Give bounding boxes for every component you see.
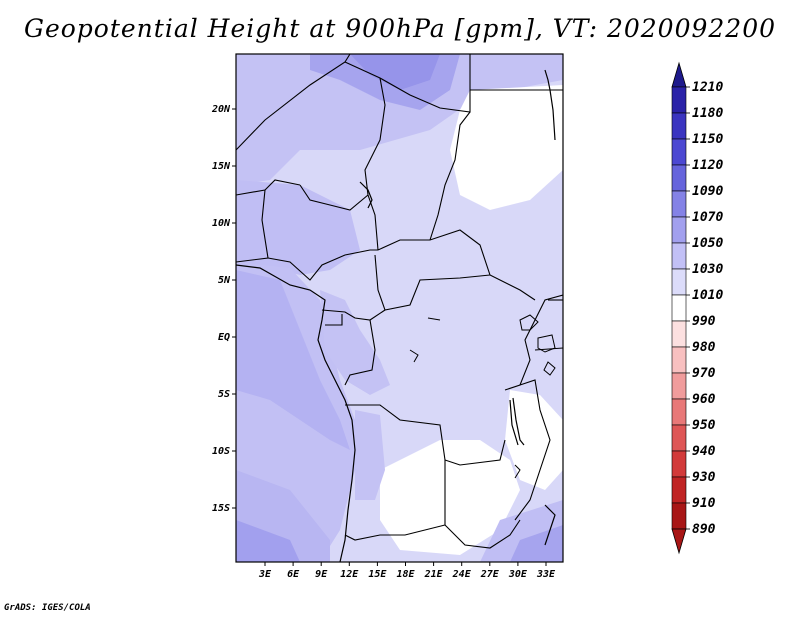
legend-label: 980 [692, 340, 716, 355]
legend-swatch [671, 164, 687, 192]
legend-label: 960 [692, 392, 716, 407]
shade-1010-inner [435, 470, 500, 530]
lat-tick-label: 20N [211, 104, 231, 115]
legend-swatch [671, 86, 687, 114]
legend-label: 1050 [692, 236, 723, 251]
legend-label: 910 [692, 496, 716, 511]
lat-tick-label: 5N [218, 275, 231, 286]
lon-tick-label: 3E [258, 569, 272, 580]
lon-tick-label: 6E [287, 569, 300, 580]
lon-tick-label: 30E [508, 569, 528, 580]
legend-swatch [671, 424, 687, 452]
legend-label: 1210 [692, 80, 723, 95]
lat-tick-label: 15S [212, 503, 230, 514]
lon-tick-label: 21E [424, 569, 444, 580]
shade-1050-north [236, 54, 563, 185]
lakes [409, 314, 556, 479]
longitude-axis: 3E 6E 9E 12E 15E 18E 21E 24E 27E 30E 33E [258, 562, 556, 580]
legend-label: 1030 [692, 262, 723, 277]
legend-swatch [671, 320, 687, 348]
lon-tick-label: 33E [536, 569, 556, 580]
legend-swatch [671, 112, 687, 140]
legend-swatch [671, 450, 687, 478]
legend-label: 970 [692, 366, 716, 381]
legend-swatch [671, 502, 687, 530]
legend-label: 1010 [692, 288, 723, 303]
lon-tick-label: 15E [368, 569, 387, 580]
legend-swatch [671, 294, 687, 322]
legend-swatch [671, 190, 687, 218]
lon-tick-label: 18E [396, 569, 415, 580]
shade-1010-red-sea [520, 95, 563, 160]
lat-tick-label: 5S [218, 389, 230, 400]
legend-label: 990 [692, 314, 716, 329]
coastlines [236, 69, 556, 562]
legend-swatch [671, 398, 687, 426]
map-frame [235, 53, 564, 563]
map-title: Geopotential Height at 900hPa [gpm], VT:… [23, 14, 777, 43]
latitude-axis: 20N 15N 10N 5N EQ 5S 10S 15S [211, 104, 236, 514]
legend-swatch [671, 216, 687, 244]
legend-bottom-arrow [671, 528, 687, 555]
legend-label: 940 [692, 444, 716, 459]
legend-swatch [671, 268, 687, 296]
lon-tick-label: 27E [480, 569, 500, 580]
lat-tick-label: 15N [212, 161, 231, 172]
legend-top-arrow [671, 61, 687, 88]
legend-label: 1120 [692, 158, 723, 173]
legend-label: 890 [692, 522, 716, 537]
lon-tick-label: 24E [452, 569, 472, 580]
legend-label: 1180 [692, 106, 723, 121]
shade-1070-southwest [236, 520, 300, 562]
shade-1070-southeast [510, 525, 563, 562]
legend-label: 1150 [692, 132, 723, 147]
legend-label: 1090 [692, 184, 723, 199]
shade-1050-angola [355, 410, 385, 500]
legend-label: 1070 [692, 210, 723, 225]
legend-swatch [671, 346, 687, 374]
lon-tick-label: 12E [340, 569, 359, 580]
shade-1050-atlantic-core [236, 270, 350, 450]
legend-label: 950 [692, 418, 716, 433]
lat-tick-label: EQ [218, 332, 230, 343]
lon-tick-label: 9E [315, 569, 328, 580]
legend-swatch [671, 476, 687, 504]
map-plot-area [236, 54, 563, 562]
legend-swatch [671, 242, 687, 270]
color-bar-legend: 1210 1180 1150 1120 1090 1070 1050 1030 1010 990 9… [671, 61, 723, 555]
shade-1010-lakes [505, 390, 563, 490]
legend-swatch [671, 138, 687, 166]
legend-label: 930 [692, 470, 716, 485]
shade-1090-north [350, 54, 440, 90]
grads-credit: GrADS: IGES/COLA [4, 603, 91, 613]
lat-tick-label: 10S [212, 446, 230, 457]
country-borders [236, 54, 563, 549]
lat-tick-label: 10N [212, 218, 231, 229]
legend-swatch [671, 372, 687, 400]
